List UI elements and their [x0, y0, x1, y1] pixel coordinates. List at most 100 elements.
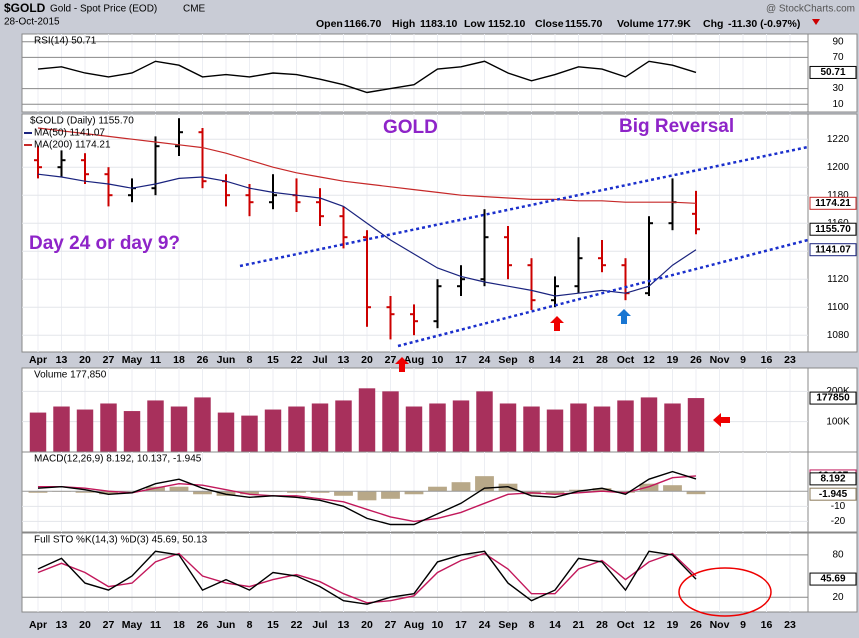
- legend: RSI(14) 50.71: [34, 36, 97, 47]
- y-tick-label: 1200: [827, 162, 850, 173]
- x-tick-label: 9: [740, 354, 746, 366]
- value-marker-label: 45.69: [820, 574, 845, 585]
- panel: [21, 33, 809, 113]
- quote-label: Open: [316, 18, 343, 30]
- volume-bar: [241, 415, 258, 452]
- annotation: Day 24 or day 9?: [29, 233, 180, 254]
- x-tick-label: 8: [247, 619, 253, 631]
- histogram-bar: [498, 483, 518, 492]
- legend: MACD(12,26,9) 8.192, 10.137, -1.945: [34, 454, 202, 465]
- x-tick-label: 18: [173, 354, 185, 366]
- histogram-bar: [686, 491, 706, 495]
- x-tick-label: 10: [432, 354, 444, 366]
- histogram-bar: [569, 489, 588, 492]
- value-marker: [809, 472, 857, 486]
- histogram-bar: [287, 491, 306, 493]
- y-tick-label: -20: [831, 516, 846, 527]
- x-tick-label: 23: [784, 619, 796, 631]
- x-tick-label: 22: [291, 354, 303, 366]
- histogram-bar: [639, 483, 659, 492]
- volume-bar: [29, 412, 47, 452]
- exchange: CME: [183, 4, 206, 15]
- arrow-up: [550, 316, 564, 331]
- y-tick-label: 200K: [826, 386, 850, 397]
- x-tick-label: 28: [596, 354, 608, 366]
- volume-bar: [123, 411, 141, 452]
- series-line: [37, 127, 697, 204]
- quote-value: -11.30 (-0.97%): [728, 18, 800, 30]
- x-tick-label: 26: [197, 354, 209, 366]
- instrument-name: Gold - Spot Price (EOD): [50, 4, 157, 15]
- y-tick-label: 20: [832, 592, 844, 603]
- histogram-bar: [310, 491, 330, 493]
- value-marker-label: 50.71: [820, 67, 845, 78]
- volume-bar: [523, 406, 540, 452]
- quote-label: High: [392, 18, 415, 30]
- quote-value: 1183.10: [420, 18, 458, 30]
- value-marker-label: 177850: [816, 393, 850, 404]
- x-tick-label: Oct: [617, 619, 635, 631]
- x-tick-label: 27: [103, 354, 115, 366]
- volume-bar: [264, 409, 282, 452]
- quote-label: Volume: [617, 18, 654, 30]
- volume-bar: [194, 397, 211, 452]
- highlight-ellipse: [678, 567, 772, 617]
- arrow-up: [617, 309, 631, 324]
- value-marker: [809, 572, 857, 586]
- x-tick-label: 27: [103, 619, 115, 631]
- x-tick-label: Nov: [710, 354, 730, 366]
- volume-bar: [452, 400, 470, 452]
- y-tick-label: 1080: [827, 330, 850, 341]
- volume-bar: [617, 400, 634, 452]
- histogram-bar: [428, 486, 447, 492]
- volume-bar: [664, 403, 681, 452]
- x-tick-label: 13: [338, 619, 350, 631]
- quote-label: Low: [464, 18, 486, 30]
- x-tick-label: 18: [173, 619, 185, 631]
- quote-value: 1166.70: [344, 18, 382, 30]
- value-marker: [809, 65, 857, 79]
- x-tick-label: 19: [667, 354, 679, 366]
- histogram-bar: [616, 491, 635, 493]
- overlays: GOLD Big Reversal Day 24 or day 9?: [29, 116, 809, 617]
- volume-bar: [429, 403, 446, 452]
- volume-bar: [335, 400, 352, 452]
- value-marker-label: -1.945: [819, 489, 848, 500]
- x-tick-label: 12: [643, 619, 655, 631]
- histogram-bar: [99, 491, 118, 495]
- series-line: [37, 173, 697, 297]
- volume-bar: [382, 391, 399, 452]
- x-tick-label: 28: [596, 619, 608, 631]
- x-tick-label: 21: [573, 354, 585, 366]
- x-tick-label: 17: [455, 354, 467, 366]
- series-line: [37, 552, 697, 604]
- x-tick-label: Apr: [29, 619, 47, 631]
- value-marker-label: 1141.07: [815, 244, 851, 255]
- histogram-bar: [592, 488, 612, 492]
- y-tick-label: 10: [832, 99, 844, 110]
- x-tick-label: 16: [761, 354, 773, 366]
- x-tick-label: 26: [197, 619, 209, 631]
- histogram-bar: [334, 491, 353, 496]
- x-tick-label: Nov: [710, 619, 730, 631]
- x-tick-label: 20: [79, 354, 91, 366]
- x-tick-label: Oct: [617, 354, 635, 366]
- quote: Open 1166.70 High 1183.10 Low 1152.10 Close 115…: [316, 18, 800, 30]
- histogram-bar: [663, 485, 682, 492]
- x-tick-label: 19: [667, 619, 679, 631]
- value-marker: [809, 222, 857, 236]
- x-tick-label: 24: [479, 354, 491, 366]
- volume-bar: [100, 403, 117, 452]
- x-tick-label: 8: [529, 354, 535, 366]
- volume-bar: [593, 406, 611, 452]
- x-tick-label: 10: [432, 619, 444, 631]
- value-marker-label: 1174.21: [815, 198, 851, 209]
- volume-bar: [311, 403, 329, 452]
- annotation: GOLD: [383, 117, 438, 138]
- panel: [21, 532, 809, 613]
- histogram-bar: [381, 491, 400, 499]
- x-tick-label: 11: [150, 354, 161, 366]
- y-tick-label: 80: [832, 550, 844, 561]
- legend: Full STO %K(14,3) %D(3) 45.69, 50.13: [34, 535, 208, 546]
